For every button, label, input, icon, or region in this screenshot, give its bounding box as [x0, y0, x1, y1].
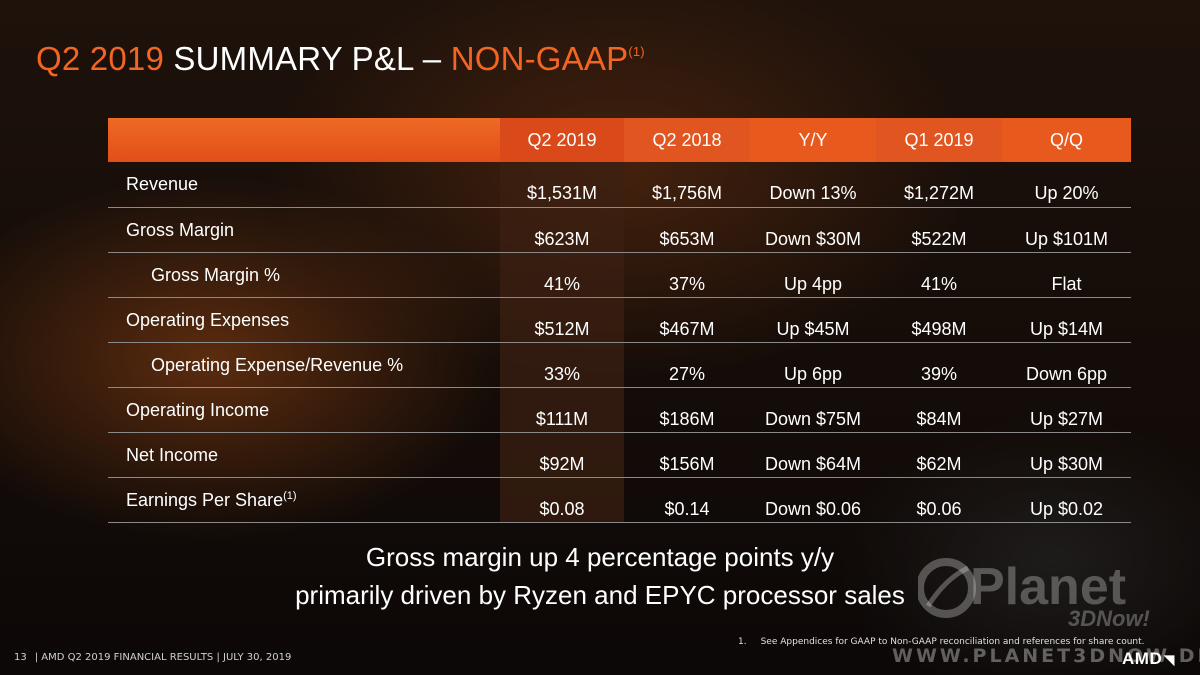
header-q1-2019: Q1 2019: [876, 118, 1002, 162]
planet3dnow-watermark: Planet 3DNow!: [918, 558, 1150, 628]
cell-yy: Up 4pp: [750, 252, 876, 298]
cell-qq: Up $30M: [1002, 432, 1131, 478]
cell-q2-2019: $623M: [500, 207, 624, 253]
amd-logo-text: AMD: [1122, 649, 1163, 668]
cell-q2-2019: $0.08: [500, 477, 624, 523]
cell-yy: Down $30M: [750, 207, 876, 253]
callout-line-2: primarily driven by Ryzen and EPYC proce…: [295, 580, 905, 610]
watermark-tagline: 3DNow!: [1068, 606, 1150, 628]
cell-qq: Up $0.02: [1002, 477, 1131, 523]
cell-q2-2019: $111M: [500, 387, 624, 433]
cell-q1-2019: $1,272M: [876, 162, 1002, 208]
header-qq: Q/Q: [1002, 118, 1131, 162]
table-row-operating-income: Operating Income $111M $186M Down $75M $…: [108, 387, 1131, 433]
summary-pl-table: Q2 2019 Q2 2018 Y/Y Q1 2019 Q/Q Revenue …: [108, 118, 1131, 523]
title-highlight: NON-GAAP: [450, 40, 629, 77]
cell-q2-2018: $186M: [624, 387, 750, 433]
cell-yy: Down 13%: [750, 162, 876, 208]
cell-q2-2018: $0.14: [624, 477, 750, 523]
cell-q1-2019: $84M: [876, 387, 1002, 433]
slide-footer: 13 | AMD Q2 2019 FINANCIAL RESULTS | JULY…: [14, 652, 291, 663]
cell-yy: Down $64M: [750, 432, 876, 478]
amd-logo: AMD ◥: [1122, 649, 1175, 669]
header-label-cell: [108, 118, 500, 162]
cell-q1-2019: $522M: [876, 207, 1002, 253]
title-footnote-marker: (1): [628, 44, 645, 59]
planet-globe-icon: [918, 558, 976, 618]
row-label: Gross Margin %: [108, 252, 500, 298]
footnote-text: See Appendices for GAAP to Non-GAAP reco…: [760, 637, 1145, 647]
title-quarter: Q2 2019: [36, 40, 165, 77]
cell-qq: Down 6pp: [1002, 342, 1131, 388]
footnote-number: 1.: [738, 637, 747, 647]
header-yy: Y/Y: [750, 118, 876, 162]
title-main: SUMMARY P&L –: [173, 40, 442, 77]
cell-yy: Down $0.06: [750, 477, 876, 523]
cell-q1-2019: 41%: [876, 252, 1002, 298]
watermark-brand: Planet: [970, 558, 1126, 616]
table-row-revenue: Revenue $1,531M $1,756M Down 13% $1,272M…: [108, 162, 1131, 208]
row-label: Operating Expenses: [108, 297, 500, 343]
cell-q2-2018: $156M: [624, 432, 750, 478]
row-label: Net Income: [108, 432, 500, 478]
footnote: 1. See Appendices for GAAP to Non-GAAP re…: [738, 637, 1145, 647]
cell-q2-2018: 27%: [624, 342, 750, 388]
page-title: Q2 2019 SUMMARY P&L – NON-GAAP(1): [36, 40, 645, 78]
row-label: Revenue: [108, 162, 500, 208]
cell-qq: Up $101M: [1002, 207, 1131, 253]
cell-qq: Up 20%: [1002, 162, 1131, 208]
cell-q2-2019: 33%: [500, 342, 624, 388]
cell-q2-2018: $653M: [624, 207, 750, 253]
cell-qq: Flat: [1002, 252, 1131, 298]
row-label-eps: Earnings Per Share(1): [108, 477, 500, 523]
table-row-opex-revenue-pct: Operating Expense/Revenue % 33% 27% Up 6…: [108, 342, 1131, 388]
row-label: Gross Margin: [108, 207, 500, 253]
table-row-eps: Earnings Per Share(1) $0.08 $0.14 Down $…: [108, 477, 1131, 523]
cell-yy: Up $45M: [750, 297, 876, 343]
cell-q2-2019: $92M: [500, 432, 624, 478]
row-label: Operating Expense/Revenue %: [108, 342, 500, 388]
footer-text: | AMD Q2 2019 FINANCIAL RESULTS | JULY 3…: [34, 652, 292, 663]
cell-q2-2019: $1,531M: [500, 162, 624, 208]
header-q2-2018: Q2 2018: [624, 118, 750, 162]
cell-qq: Up $14M: [1002, 297, 1131, 343]
cell-yy: Down $75M: [750, 387, 876, 433]
table-header-row: Q2 2019 Q2 2018 Y/Y Q1 2019 Q/Q: [108, 118, 1131, 162]
cell-q2-2019: 41%: [500, 252, 624, 298]
cell-yy: Up 6pp: [750, 342, 876, 388]
cell-q2-2018: 37%: [624, 252, 750, 298]
table-row-gross-margin-pct: Gross Margin % 41% 37% Up 4pp 41% Flat: [108, 252, 1131, 298]
cell-q1-2019: $62M: [876, 432, 1002, 478]
cell-qq: Up $27M: [1002, 387, 1131, 433]
watermark-url: WWW.PLANET3DNOW.DE: [892, 645, 1200, 667]
row-label: Earnings Per Share: [126, 489, 284, 510]
table-row-gross-margin: Gross Margin $623M $653M Down $30M $522M…: [108, 207, 1131, 253]
header-q2-2019: Q2 2019: [500, 118, 624, 162]
cell-q2-2019: $512M: [500, 297, 624, 343]
cell-q2-2018: $1,756M: [624, 162, 750, 208]
row-label: Operating Income: [108, 387, 500, 433]
callout-line-1: Gross margin up 4 percentage points y/y: [365, 542, 835, 572]
cell-q1-2019: $498M: [876, 297, 1002, 343]
amd-arrow-icon: ◥: [1164, 652, 1175, 667]
page-number: 13: [14, 652, 27, 663]
cell-q1-2019: $0.06: [876, 477, 1002, 523]
cell-q2-2018: $467M: [624, 297, 750, 343]
cell-q1-2019: 39%: [876, 342, 1002, 388]
table-row-net-income: Net Income $92M $156M Down $64M $62M Up …: [108, 432, 1131, 478]
table-row-operating-expenses: Operating Expenses $512M $467M Up $45M $…: [108, 297, 1131, 343]
eps-footnote-marker: (1): [283, 489, 297, 502]
